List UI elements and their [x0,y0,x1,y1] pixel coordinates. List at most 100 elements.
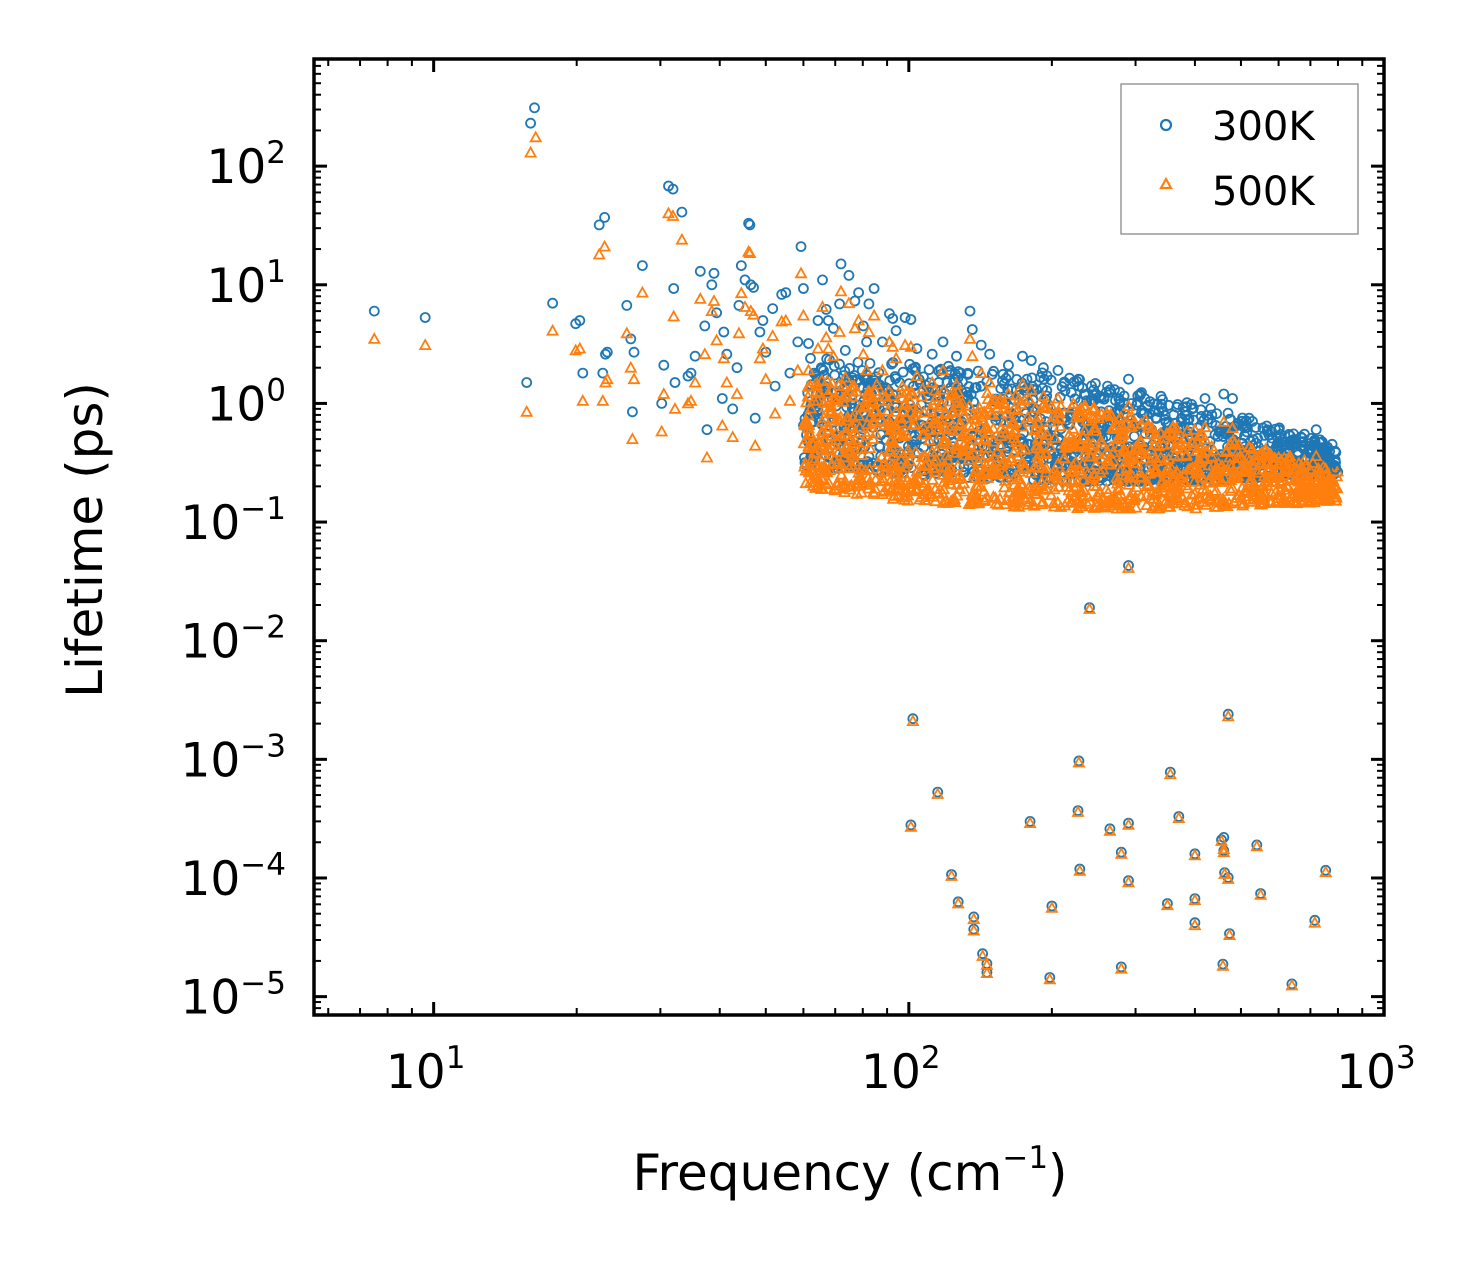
y-tick-label: 10−1 [180,491,286,551]
band-point-500k [846,435,860,448]
data-point-300k [1310,424,1322,436]
band-point-500k [1039,461,1053,474]
band-point-500k [825,376,839,389]
band-point-500k [1264,448,1278,460]
band-point-500k [1220,443,1234,456]
band-point-300k [1003,369,1015,381]
band-point-500k [1002,485,1016,497]
band-point-500k [1074,488,1088,501]
band-point-500k [1033,479,1047,492]
band-point-500k [980,490,994,503]
band-point-500k [979,421,993,434]
band-point-500k [1152,497,1166,510]
band-point-500k [1144,454,1158,467]
band-point-500k [885,483,899,496]
band-point-500k [1140,498,1154,511]
band-point-500k [1083,439,1097,451]
data-point-300k [419,312,431,323]
band-point-500k [989,496,1003,509]
band-point-500k [959,425,973,438]
data-point-500k [732,326,746,339]
band-point-500k [1102,494,1116,507]
data-point-500k [838,370,852,383]
band-point-500k [918,476,933,488]
band-point-500k [1189,492,1203,505]
band-point-300k [1094,390,1106,402]
band-point-500k [1235,461,1249,473]
band-point-500k [1245,454,1259,467]
y-tick-label-base: 10 [180,852,240,907]
band-point-500k [831,475,845,488]
band-point-500k [1277,465,1291,478]
band-point-500k [877,473,891,486]
data-point-500k [791,363,805,376]
band-point-500k [915,450,929,463]
data-point-500k [1114,961,1128,974]
band-point-500k [869,472,883,485]
legend-box [1120,83,1359,235]
band-point-500k [1123,470,1137,483]
band-point-500k [938,405,952,418]
band-point-500k [894,415,908,428]
band-point-500k [1172,493,1186,506]
band-point-500k [1106,421,1120,433]
band-point-500k [979,467,993,480]
band-point-500k [1215,458,1229,471]
x-tick-label-exponent: 3 [1396,1040,1416,1076]
data-point-500k [738,300,752,312]
band-point-500k [1264,469,1278,482]
band-point-500k [1202,458,1216,471]
band-point-500k [1134,416,1148,429]
data-point-500k [720,375,734,388]
band-point-500k [875,449,889,462]
band-point-500k [839,388,853,401]
plot-frame [312,57,1386,1017]
data-point-300k [1003,359,1014,371]
band-point-500k [937,382,951,395]
band-point-500k [1057,451,1071,464]
band-point-300k [1239,430,1250,442]
band-point-500k [1293,470,1307,482]
y-tick-label-exponent: 0 [266,372,286,408]
data-point-500k [965,349,979,362]
data-point-500k [657,387,671,399]
band-point-300k [1186,398,1197,410]
data-point-500k [1045,901,1059,913]
data-point-500k [1072,408,1086,420]
data-point-300k [1309,914,1321,926]
band-point-500k [1015,456,1029,468]
band-point-500k [1031,459,1045,472]
y-tick-label-base: 10 [180,733,240,788]
band-point-500k [900,484,914,496]
band-point-300k [910,434,922,446]
band-point-500k [1016,478,1030,490]
band-point-500k [887,474,901,486]
band-point-500k [1113,430,1127,443]
y-axis-title: Lifetime (ps) [56,382,114,698]
band-point-500k [1007,431,1021,444]
band-point-500k [966,408,980,421]
band-point-500k [893,410,907,422]
data-point-300k [887,313,899,324]
data-point-500k [620,326,634,339]
data-point-500k [1221,872,1235,884]
data-point-500k [668,402,682,414]
band-point-500k [804,401,818,414]
data-point-300k [529,102,540,114]
data-point-500k [546,323,560,336]
data-point-300k [1025,355,1037,366]
data-point-500k [779,313,793,326]
data-point-300k [1017,350,1028,362]
band-point-500k [830,456,844,468]
data-point-500k [698,347,712,360]
band-point-500k [1213,495,1227,508]
band-point-500k [854,442,869,454]
band-point-500k [908,417,922,430]
y-tick-label-exponent: 2 [266,135,286,171]
band-point-500k [860,428,874,441]
band-point-500k [1154,450,1168,463]
data-point-300k [669,377,681,388]
band-point-500k [1021,410,1035,423]
band-point-500k [838,485,852,498]
band-point-500k [940,448,954,461]
